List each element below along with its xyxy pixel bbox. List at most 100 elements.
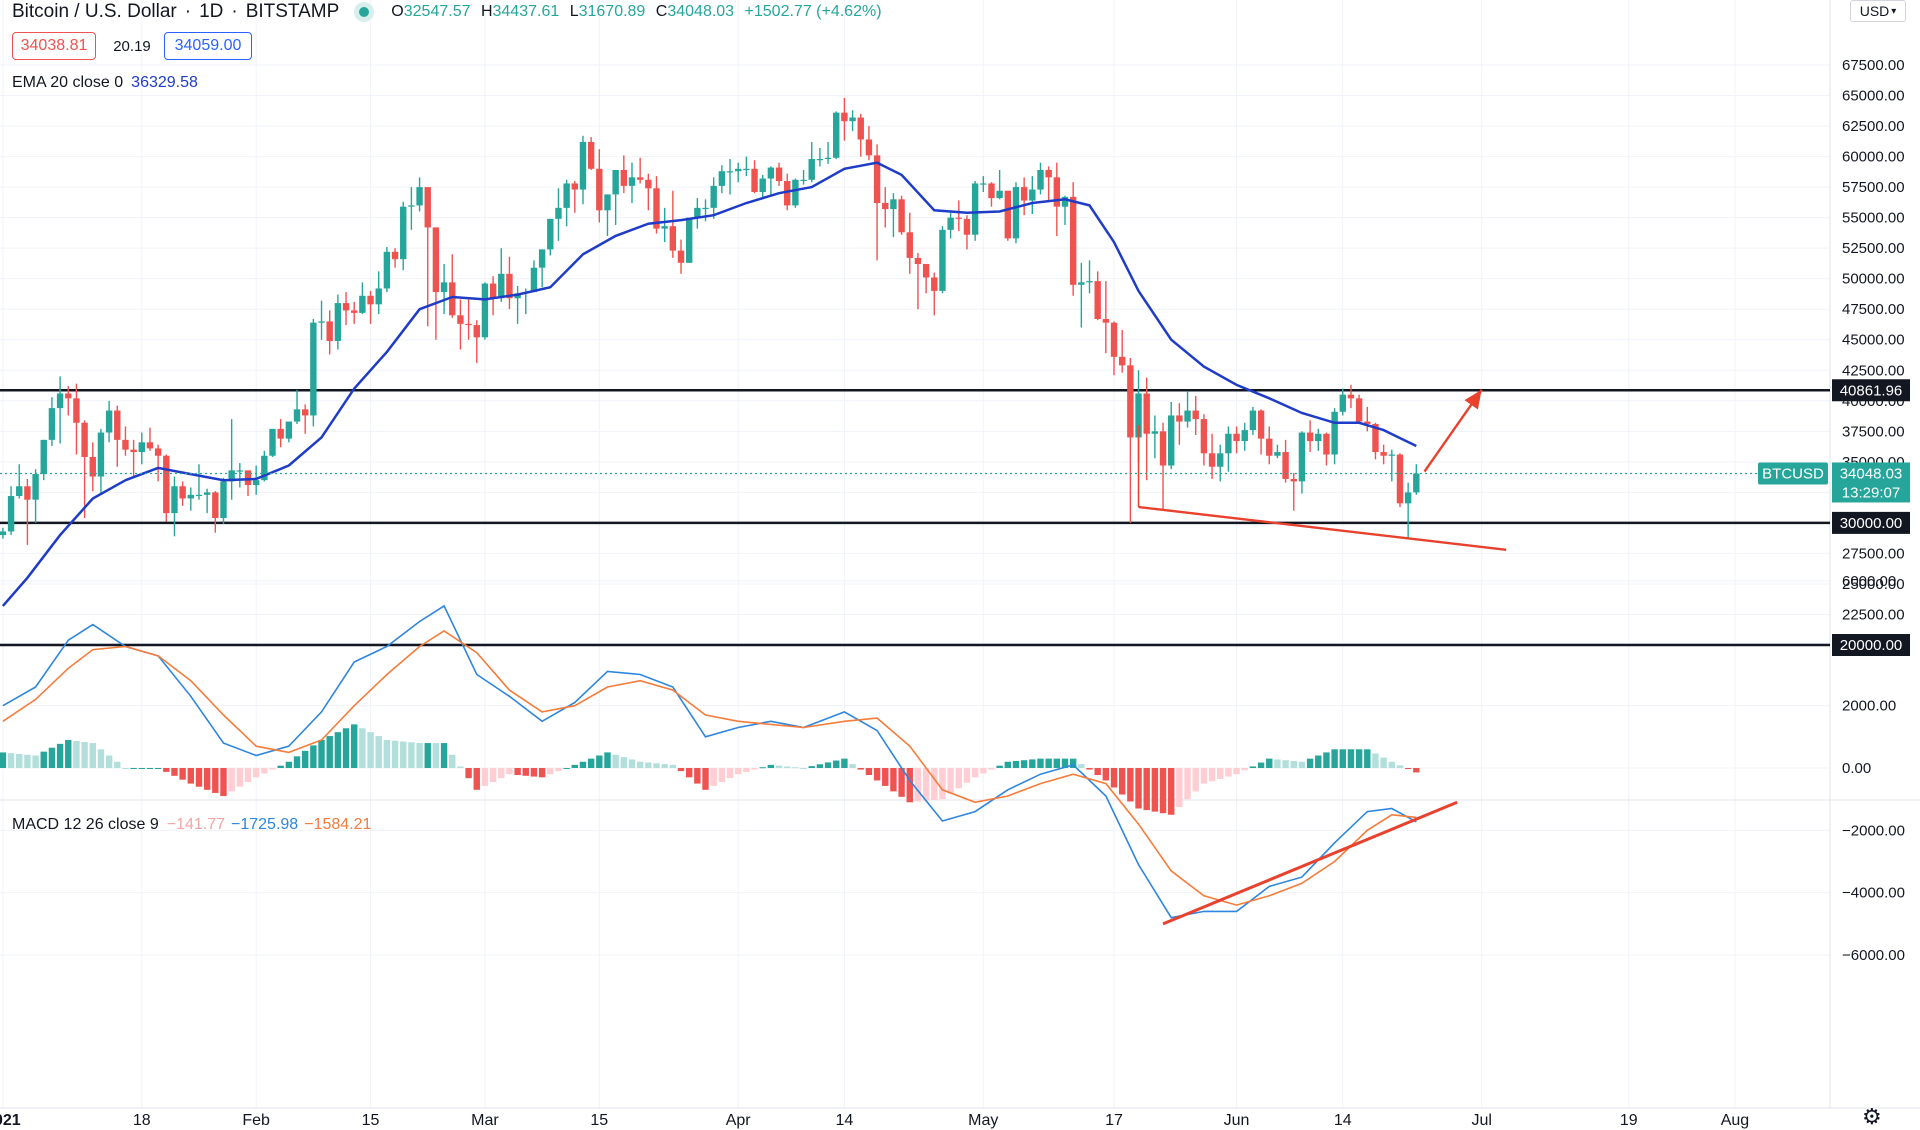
histogram-bar [579, 761, 587, 768]
histogram-bar [408, 742, 415, 768]
histogram-bar [922, 768, 930, 801]
y-tick-label: 60000.00 [1842, 149, 1905, 166]
candle-body [1118, 356, 1126, 366]
histogram-bar [1045, 758, 1052, 768]
histogram-bar [24, 754, 31, 768]
histogram-bar [1176, 768, 1183, 807]
histogram-bar [114, 761, 121, 768]
histogram-bar [400, 741, 407, 768]
histogram-bar [996, 765, 1003, 768]
candle-body [743, 168, 750, 170]
histogram-bar [252, 768, 260, 778]
candle-body [1200, 419, 1208, 454]
candle-body [277, 428, 284, 439]
candle-body [1127, 365, 1134, 438]
candle-body [65, 393, 72, 399]
candle-body [1380, 452, 1387, 456]
macd-legend-label: MACD 12 26 close 9 [12, 816, 159, 833]
gear-icon[interactable]: ⚙ [1862, 1104, 1882, 1129]
histogram-bar [1110, 768, 1118, 788]
candle-body [857, 117, 864, 140]
x-tick-label: 15 [590, 1112, 608, 1129]
candle-body [261, 455, 268, 481]
histogram-bar [1118, 768, 1126, 795]
candle-body [1110, 322, 1118, 357]
histogram-bar [1184, 768, 1191, 800]
symbol-tag [1758, 462, 1828, 485]
histogram-bar [1404, 768, 1412, 769]
histogram-bar [1061, 758, 1069, 768]
candle-body [547, 218, 554, 250]
histogram-bar [636, 761, 644, 768]
candle-body [1257, 410, 1265, 439]
histogram-bar [179, 768, 186, 780]
candle-body [784, 181, 791, 206]
candle-body [947, 217, 954, 230]
histogram-bar [833, 760, 840, 768]
histogram-bar [743, 768, 750, 772]
histogram-bar [628, 759, 636, 768]
candle-body [596, 168, 603, 211]
y-tick-label: 47500.00 [1842, 301, 1905, 318]
histogram-bar [244, 768, 252, 783]
candle-body [163, 455, 170, 514]
candle-body [1086, 281, 1093, 283]
candle-body [465, 323, 472, 326]
candle-body [1029, 189, 1036, 201]
symbol-name[interactable]: Bitcoin / U.S. Dollar [12, 1, 177, 22]
histogram-bar [726, 768, 734, 779]
ema-legend[interactable]: EMA 20 close 0 36329.58 [12, 74, 198, 92]
candle-body [1249, 410, 1257, 431]
histogram-bar [32, 755, 39, 768]
candle-body [1094, 281, 1101, 319]
candle-body [1306, 432, 1314, 442]
candle-body [228, 470, 235, 482]
currency-dropdown[interactable]: USD ▾ [1850, 0, 1906, 22]
candle-body [612, 170, 619, 195]
candle-body [1102, 318, 1110, 323]
histogram-bar [440, 743, 448, 768]
histogram-bar [1102, 768, 1110, 781]
histogram-bar [538, 768, 546, 778]
histogram-bar [587, 758, 595, 768]
x-tick-label: Jun [1224, 1112, 1250, 1129]
candle-body [154, 448, 162, 456]
market-status-icon [359, 7, 370, 17]
candle-body [1298, 432, 1306, 482]
close-value: 34048.03 [667, 3, 735, 20]
candle-body [702, 207, 709, 210]
histogram-bar [1127, 768, 1134, 802]
sell-price-button[interactable]: 34038.81 [12, 32, 96, 60]
candle-body [1053, 177, 1061, 207]
interval-label[interactable]: 1D [199, 1, 224, 22]
candle-body [424, 187, 431, 228]
candle-body [285, 421, 293, 439]
level-price-tag [1832, 379, 1910, 402]
candle-body [1290, 478, 1297, 482]
histogram-bar [498, 768, 505, 779]
candle-body [971, 183, 979, 235]
buy-price-button[interactable]: 34059.00 [164, 32, 252, 60]
macd-hist-value: −141.77 [166, 816, 226, 833]
histogram-bar [906, 768, 913, 803]
level-price-tag [1832, 634, 1910, 656]
histogram-bar [1037, 758, 1044, 768]
candle-body [301, 409, 309, 416]
y-tick-label: 50000.00 [1842, 271, 1905, 288]
ema-line [1, 161, 1417, 607]
x-tick-label: Apr [726, 1112, 752, 1129]
candle-body [555, 207, 562, 219]
macd-legend[interactable]: MACD 12 26 close 9 −141.77 −1725.98 −1584.2… [12, 816, 371, 834]
y-tick-label: 67500.00 [1842, 57, 1905, 74]
histogram-bar [122, 768, 129, 769]
candle-body [1413, 473, 1420, 493]
candle-body [457, 315, 464, 324]
candle-body [898, 199, 905, 233]
candle-body [988, 183, 995, 199]
y-tick-label: 25000.00 [1842, 576, 1905, 593]
candle-body [914, 257, 922, 265]
histogram-bar [800, 768, 807, 769]
candle-body [89, 456, 96, 477]
candle-body [1208, 453, 1216, 467]
